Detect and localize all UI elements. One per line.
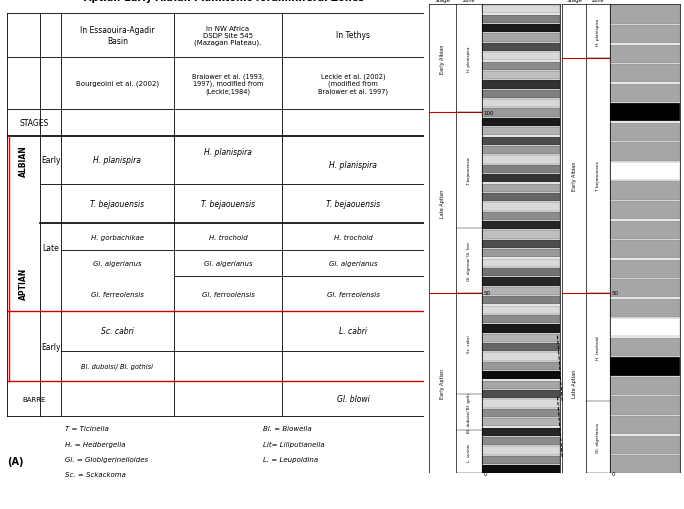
Bar xyxy=(482,63,560,71)
Bar xyxy=(482,91,560,99)
Bar xyxy=(482,81,560,90)
Text: Stage: Stage xyxy=(434,0,450,3)
Text: Gl. ferreolensis: Gl. ferreolensis xyxy=(91,291,144,297)
Bar xyxy=(482,231,560,239)
Bar xyxy=(482,156,560,164)
Text: Bralower et al. (1993,
1997), modified from
(Leckie,1984): Bralower et al. (1993, 1997), modified f… xyxy=(192,73,264,95)
Bar xyxy=(482,165,560,174)
Bar xyxy=(610,436,679,454)
Text: Gl. algerianus: Gl. algerianus xyxy=(204,261,252,266)
Text: H. planispira: H. planispira xyxy=(329,160,377,169)
Text: T. bejaouensis: T. bejaouensis xyxy=(596,161,600,191)
Bar xyxy=(482,400,560,408)
Bar xyxy=(482,137,560,146)
Text: Aptian-Early Albian Planktonic foraminiferal Zones: Aptian-Early Albian Planktonic foraminif… xyxy=(83,0,364,3)
Bar xyxy=(610,358,679,376)
Text: 50: 50 xyxy=(484,291,490,296)
Bar xyxy=(610,377,679,395)
Bar xyxy=(482,437,560,445)
Bar xyxy=(482,240,560,248)
Bar xyxy=(482,6,560,14)
Text: Bl. duboisi/ Bl. gothisi: Bl. duboisi/ Bl. gothisi xyxy=(81,363,153,369)
Text: H. trochoid: H. trochoid xyxy=(209,234,248,240)
Bar xyxy=(482,456,560,464)
Bar xyxy=(482,315,560,324)
Text: Bl. duboisi/ Bl. goth.: Bl. duboisi/ Bl. goth. xyxy=(467,391,471,433)
Bar xyxy=(482,306,560,314)
Text: T. bejaouensis: T. bejaouensis xyxy=(467,156,471,185)
Bar xyxy=(482,418,560,427)
Bar xyxy=(482,147,560,155)
Text: Sc. cabri: Sc. cabri xyxy=(101,327,134,336)
Bar xyxy=(482,212,560,220)
Bar xyxy=(610,299,679,317)
Text: Gl. ferroolensis: Gl. ferroolensis xyxy=(202,291,254,297)
Bar xyxy=(482,344,560,352)
Bar xyxy=(610,455,679,473)
Bar xyxy=(482,72,560,80)
Text: BARRE: BARRE xyxy=(23,396,46,402)
Bar xyxy=(610,104,679,122)
Text: Lit= Liliputianella: Lit= Liliputianella xyxy=(263,441,325,447)
Text: L. = Leupoldina: L. = Leupoldina xyxy=(263,456,319,462)
Bar xyxy=(482,100,560,108)
Text: Bourgeoini et al. (2002): Bourgeoini et al. (2002) xyxy=(76,80,159,87)
Text: Stage: Stage xyxy=(566,0,582,3)
Text: H. planispira: H. planispira xyxy=(94,156,142,165)
Bar xyxy=(482,16,560,24)
Bar xyxy=(482,175,560,183)
Bar xyxy=(610,202,679,220)
Text: T = Ticinella: T = Ticinella xyxy=(65,426,109,431)
Bar xyxy=(610,279,679,298)
Bar xyxy=(482,221,560,230)
Bar xyxy=(610,7,679,24)
Bar xyxy=(482,128,560,136)
Bar xyxy=(482,334,560,342)
Bar xyxy=(610,221,679,239)
Text: In Essaouira-Agadir
Basin: In Essaouira-Agadir Basin xyxy=(80,26,155,45)
Text: H. = Hedbergella: H. = Hedbergella xyxy=(65,441,126,446)
Text: H. planispira: H. planispira xyxy=(596,18,600,46)
Bar xyxy=(482,109,560,118)
Bar xyxy=(610,45,679,64)
Bar xyxy=(482,250,560,258)
Bar xyxy=(482,184,560,192)
Bar xyxy=(610,416,679,434)
Bar xyxy=(482,44,560,52)
Bar xyxy=(482,53,560,61)
Bar xyxy=(610,182,679,200)
Bar xyxy=(482,268,560,277)
Bar xyxy=(482,325,560,333)
Bar xyxy=(482,278,560,286)
Text: Leckie et al. (2002)
(modified from
Bralower et al. 1997): Leckie et al. (2002) (modified from Bral… xyxy=(318,73,389,95)
Text: H. plenispira: H. plenispira xyxy=(467,46,471,72)
Text: Early Aptian: Early Aptian xyxy=(440,369,445,398)
Text: H. trochoid: H. trochoid xyxy=(334,234,373,240)
Bar xyxy=(610,397,679,415)
Bar xyxy=(482,465,560,473)
Bar xyxy=(482,428,560,436)
Bar xyxy=(610,65,679,83)
Text: Late Aptian: Late Aptian xyxy=(572,369,577,398)
Text: In Tethys: In Tethys xyxy=(336,31,370,40)
Text: 0: 0 xyxy=(484,471,487,476)
Text: T. bejaouensis: T. bejaouensis xyxy=(201,200,255,209)
Bar xyxy=(610,338,679,356)
Text: Sc. = Sckackoma: Sc. = Sckackoma xyxy=(65,471,126,477)
Bar xyxy=(482,409,560,417)
Bar xyxy=(482,203,560,211)
Text: Early Albian: Early Albian xyxy=(572,161,577,191)
Text: Late Aptian: Late Aptian xyxy=(440,189,445,217)
Text: T. bejaouensis: T. bejaouensis xyxy=(90,200,144,209)
Text: T. bejaouensis: T. bejaouensis xyxy=(326,200,380,209)
Text: Gl. blowi: Gl. blowi xyxy=(337,394,369,404)
Text: Gl. = Globigerinelloides: Gl. = Globigerinelloides xyxy=(65,456,148,462)
Text: Gl. algerianus: Gl. algerianus xyxy=(596,422,600,453)
Bar xyxy=(482,259,560,267)
Text: Early Albian: Early Albian xyxy=(440,44,445,74)
Bar xyxy=(610,319,679,337)
Text: STAGES: STAGES xyxy=(19,119,49,128)
Text: Early: Early xyxy=(41,342,60,351)
Bar xyxy=(482,193,560,202)
Bar xyxy=(482,362,560,371)
